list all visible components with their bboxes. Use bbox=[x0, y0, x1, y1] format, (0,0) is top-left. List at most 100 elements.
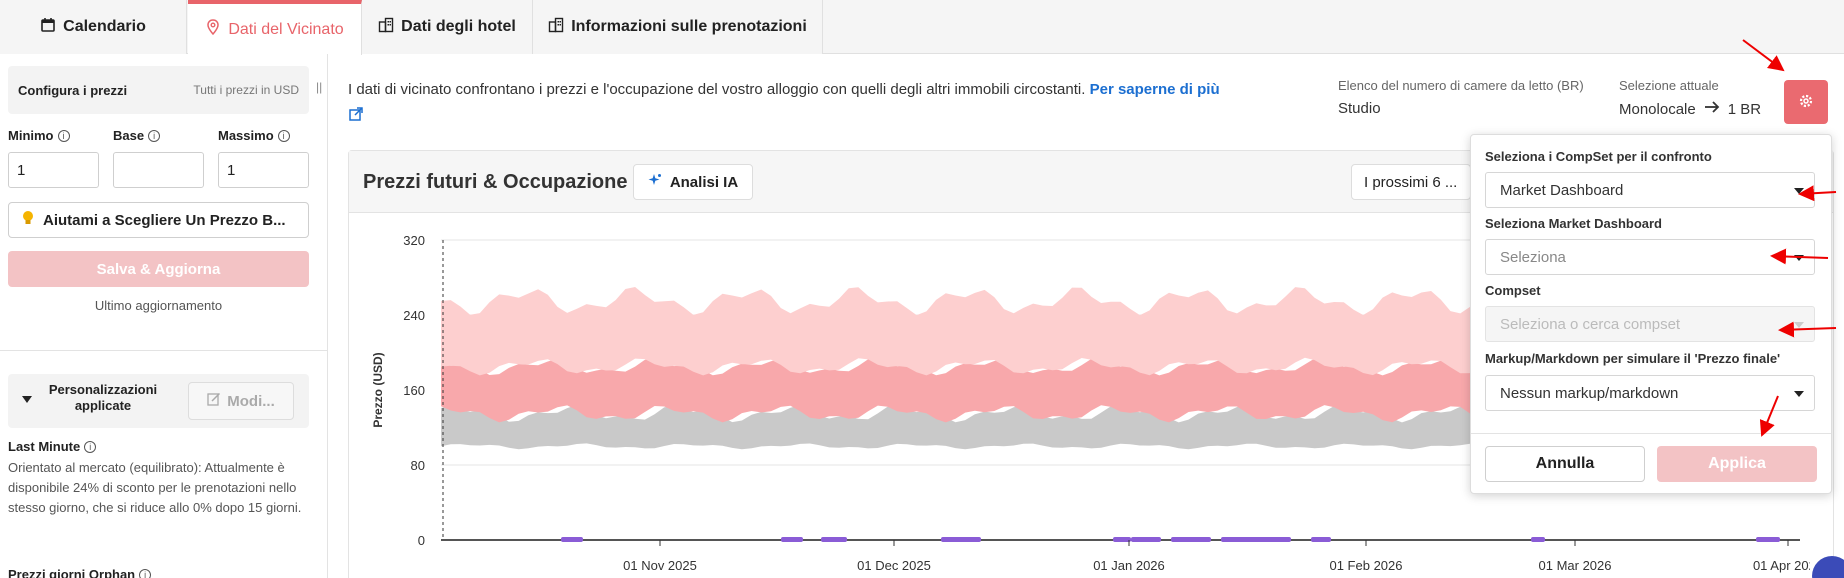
save-update-button[interactable]: Salva & Aggiorna bbox=[8, 251, 309, 287]
occupancy-marker bbox=[821, 537, 847, 542]
occupancy-marker bbox=[781, 537, 803, 542]
personalizations-panel: Personalizzazioni applicate Modi... bbox=[8, 374, 309, 428]
intro-paragraph: I dati di vicinato confrontano i prezzi … bbox=[348, 76, 1288, 132]
bedrooms-label: Elenco del numero di camere da letto (BR… bbox=[1338, 78, 1584, 93]
chevron-down-icon bbox=[1794, 255, 1804, 261]
compset-search-placeholder: Seleziona o cerca compset bbox=[1500, 315, 1681, 333]
settings-button[interactable] bbox=[1784, 80, 1828, 124]
y-tick-label: 320 bbox=[403, 233, 425, 248]
occupancy-marker bbox=[1531, 537, 1545, 542]
occupancy-marker bbox=[1131, 537, 1161, 542]
info-icon[interactable]: i bbox=[84, 440, 97, 453]
tab-dati-hotel[interactable]: Dati degli hotel bbox=[362, 0, 533, 54]
calendar-icon bbox=[40, 17, 56, 38]
tab-calendario[interactable]: Calendario bbox=[0, 0, 187, 54]
compset-select-value: Market Dashboard bbox=[1500, 181, 1624, 199]
ai-button-label: Analisi IA bbox=[669, 173, 739, 191]
panel-title: Prezzi futuri & Occupazione bbox=[363, 171, 628, 193]
occupancy-marker bbox=[1221, 537, 1291, 542]
max-label: Massimo bbox=[218, 128, 274, 143]
x-tick-label: 01 Mar 2026 bbox=[1539, 558, 1612, 573]
tab-dati-vicinato[interactable]: Dati del Vicinato bbox=[188, 0, 362, 55]
max-price-input[interactable]: 1 bbox=[218, 152, 309, 188]
compset-select[interactable]: Market Dashboard bbox=[1485, 172, 1815, 208]
compset-search-select[interactable]: Seleziona o cerca compset bbox=[1485, 306, 1815, 342]
location-pin-icon bbox=[205, 19, 221, 40]
tab-label: Calendario bbox=[63, 18, 146, 35]
info-icon[interactable]: i bbox=[277, 129, 290, 142]
occupancy-marker bbox=[1311, 537, 1331, 542]
external-link-icon[interactable] bbox=[348, 104, 364, 132]
buildings-icon bbox=[548, 17, 564, 38]
chevron-down-icon bbox=[1794, 322, 1804, 328]
current-selection-value: Monolocale 1 BR bbox=[1619, 100, 1761, 118]
x-tick-label: 01 Nov 2025 bbox=[623, 558, 697, 573]
x-tick-label: 01 Jan 2026 bbox=[1093, 558, 1165, 573]
cancel-button[interactable]: Annulla bbox=[1485, 446, 1645, 482]
modify-button[interactable]: Modi... bbox=[188, 382, 294, 420]
info-icon[interactable]: i bbox=[57, 129, 70, 142]
edit-icon bbox=[207, 392, 221, 410]
occupancy-marker bbox=[1171, 537, 1211, 542]
x-tick-label: 01 Apr 2026 bbox=[1753, 558, 1810, 573]
info-icon[interactable]: i bbox=[139, 568, 152, 578]
tab-info-prenotazioni[interactable]: Informazioni sulle prenotazioni bbox=[533, 0, 823, 54]
sparkle-icon bbox=[648, 173, 662, 191]
market-dashboard-label: Seleziona Market Dashboard bbox=[1485, 216, 1662, 231]
y-tick-label: 240 bbox=[403, 308, 425, 323]
tab-label: Dati degli hotel bbox=[401, 18, 516, 35]
intro-text: I dati di vicinato confrontano i prezzi … bbox=[348, 81, 1086, 98]
compset2-label: Compset bbox=[1485, 283, 1541, 298]
x-tick-label: 01 Feb 2026 bbox=[1329, 558, 1402, 573]
bedrooms-value: Studio bbox=[1338, 100, 1381, 117]
config-title: Configura i prezzi bbox=[18, 82, 128, 98]
markup-select[interactable]: Nessun markup/markdown bbox=[1485, 375, 1815, 411]
current-to: 1 BR bbox=[1727, 100, 1762, 118]
chevron-down-icon bbox=[1794, 188, 1804, 194]
collapse-caret-icon[interactable] bbox=[22, 396, 32, 403]
min-label-wrap: Minimo i bbox=[8, 128, 70, 143]
chat-bubble-avatar[interactable] bbox=[1812, 556, 1844, 578]
resize-handle[interactable]: || bbox=[316, 80, 323, 94]
gear-icon bbox=[1798, 93, 1814, 112]
help-button-label: Aiutami a Scegliere Un Prezzo B... bbox=[43, 211, 286, 229]
market-dashboard-select[interactable]: Seleziona bbox=[1485, 239, 1815, 275]
base-label-wrap: Base i bbox=[113, 128, 161, 143]
divider bbox=[0, 350, 328, 351]
occupancy-marker bbox=[1756, 537, 1780, 542]
config-currency: Tutti i prezzi in USD bbox=[193, 83, 299, 97]
chevron-down-icon bbox=[1794, 391, 1804, 397]
min-price-input[interactable]: 1 bbox=[8, 152, 99, 188]
markup-select-value: Nessun markup/markdown bbox=[1500, 384, 1679, 402]
y-tick-label: 160 bbox=[403, 383, 425, 398]
personalizations-label: Personalizzazioni applicate bbox=[48, 382, 158, 413]
base-label: Base bbox=[113, 128, 145, 143]
orphan-title: Prezzi giorni Orphan bbox=[8, 567, 136, 578]
last-minute-title-wrap: Last Minute i bbox=[8, 439, 97, 454]
learn-more-link[interactable]: Per saperne di più bbox=[1089, 81, 1220, 98]
min-label: Minimo bbox=[8, 128, 54, 143]
base-price-input[interactable] bbox=[113, 152, 204, 188]
tab-bar: Calendario Dati del Vicinato Dati degli … bbox=[0, 0, 1844, 55]
modify-label: Modi... bbox=[227, 392, 275, 410]
y-axis-label: Prezzo (USD) bbox=[371, 352, 385, 427]
compset-label: Seleziona i CompSet per il confronto bbox=[1485, 149, 1712, 164]
ai-analysis-button[interactable]: Analisi IA bbox=[633, 164, 753, 200]
help-choose-price-button[interactable]: Aiutami a Scegliere Un Prezzo B... bbox=[8, 202, 309, 238]
compset-settings-popup: Seleziona i CompSet per il confronto Mar… bbox=[1470, 134, 1832, 494]
last-minute-title: Last Minute bbox=[8, 439, 81, 454]
price-occupancy-chart: 0 80 160 240 320 Prezzo (USD) 01 Nov 2025 01 De… bbox=[371, 233, 1810, 573]
info-icon[interactable]: i bbox=[148, 129, 161, 142]
apply-button[interactable]: Applica bbox=[1657, 446, 1817, 482]
configure-prices-header: Configura i prezzi Tutti i prezzi in USD bbox=[8, 66, 309, 114]
y-tick-label: 0 bbox=[418, 533, 425, 548]
tab-label: Dati del Vicinato bbox=[228, 20, 344, 38]
occupancy-marker bbox=[1113, 537, 1131, 542]
tab-label: Informazioni sulle prenotazioni bbox=[571, 18, 807, 35]
max-label-wrap: Massimo i bbox=[218, 128, 290, 143]
lightbulb-icon bbox=[21, 210, 35, 230]
x-tick-label: 01 Dec 2025 bbox=[857, 558, 931, 573]
last-minute-description: Orientato al mercato (equilibrato): Attu… bbox=[8, 460, 302, 515]
price-band-gray bbox=[441, 404, 1800, 450]
range-select[interactable]: I prossimi 6 ... bbox=[1351, 164, 1471, 200]
